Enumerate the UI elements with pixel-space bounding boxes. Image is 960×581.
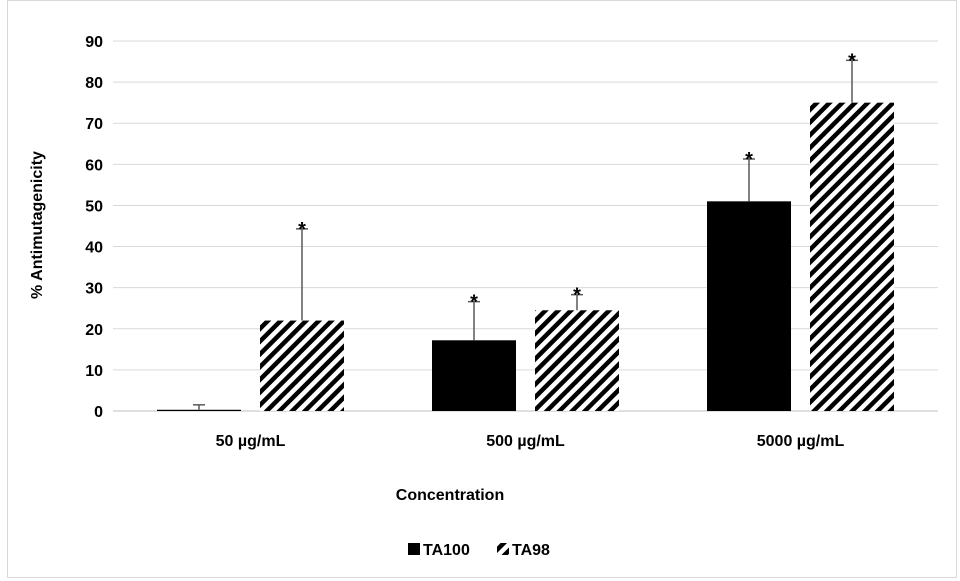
- legend-label-ta100: TA100: [423, 542, 470, 559]
- significance-star: *: [470, 292, 478, 314]
- legend-swatch-ta98: [497, 543, 509, 555]
- bar-ta100-3: [707, 201, 791, 411]
- x-tick-label: 500 µg/mL: [486, 433, 565, 450]
- gridlines: [113, 40, 938, 412]
- x-tick-labels: 50 µg/mL 500 µg/mL 5000 µg/mL: [216, 433, 845, 450]
- y-tick-label: 40: [85, 240, 103, 257]
- y-tick-label: 30: [85, 281, 103, 298]
- bar-ta98-1: [260, 320, 344, 411]
- x-axis-title: Concentration: [396, 487, 504, 504]
- x-tick-label: 50 µg/mL: [216, 433, 286, 450]
- y-tick-label: 0: [94, 404, 103, 421]
- y-tick-label: 70: [85, 116, 103, 133]
- y-axis-title: % Antimutagenicity: [29, 151, 46, 299]
- bar-ta98-3: [810, 102, 894, 412]
- significance-star: *: [298, 219, 306, 241]
- y-tick-label: 20: [85, 322, 103, 339]
- y-tick-label: 60: [85, 157, 103, 174]
- significance-markers: * * * * *: [298, 50, 856, 313]
- x-tick-label: 5000 µg/mL: [757, 433, 845, 450]
- y-tick-label: 90: [85, 34, 103, 51]
- chart-frame: [7, 0, 957, 578]
- significance-star: *: [848, 50, 856, 72]
- bar-ta100-2: [432, 340, 516, 411]
- y-tick-labels: 0 10 20 30 40 50 60 70 80 90: [85, 34, 103, 421]
- significance-star: *: [745, 149, 753, 171]
- y-tick-label: 10: [85, 363, 103, 380]
- y-tick-label: 80: [85, 75, 103, 92]
- legend-label-ta98: TA98: [512, 542, 550, 559]
- legend: TA100 TA98: [408, 542, 550, 559]
- legend-swatch-ta100: [408, 543, 420, 555]
- bars: [157, 102, 894, 412]
- error-bars: [193, 59, 858, 410]
- significance-star: *: [573, 285, 581, 307]
- bar-ta100-1: [157, 409, 241, 411]
- y-tick-label: 50: [85, 198, 103, 215]
- bar-ta98-2: [535, 310, 619, 411]
